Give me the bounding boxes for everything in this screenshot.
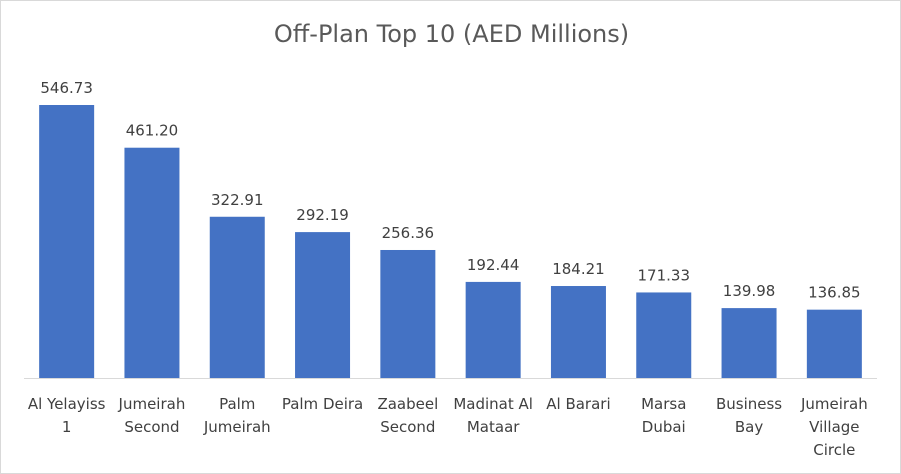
data-label: 171.33 <box>638 266 691 284</box>
category-label-line: Dubai <box>642 418 686 436</box>
category-label-line: Palm <box>219 395 255 413</box>
data-label: 192.44 <box>467 256 520 274</box>
category-label-line: Bay <box>735 418 763 436</box>
category-label-line: Al Yelayiss <box>28 395 106 413</box>
bar <box>39 105 95 378</box>
category-label-line: Marsa <box>641 395 686 413</box>
category-label-line: Zaabeel <box>377 395 438 413</box>
category-label-line: Jumeirah <box>118 395 186 413</box>
category-label-line: Business <box>716 395 782 413</box>
bar <box>550 286 606 378</box>
category-label: Palm Jumeirah <box>203 395 271 436</box>
bar <box>380 249 436 378</box>
data-label: 136.85 <box>808 284 861 302</box>
category-label: Marsa Dubai <box>641 395 686 436</box>
bar <box>636 292 692 378</box>
bar <box>209 216 265 378</box>
category-label-line: 1 <box>62 418 72 436</box>
data-label: 546.73 <box>40 79 93 97</box>
category-label-line: Jumeirah <box>800 395 868 413</box>
data-label: 461.20 <box>126 122 179 140</box>
category-label: Palm Deira <box>282 395 363 413</box>
category-label-line: Mataar <box>467 418 520 436</box>
bar <box>465 281 521 378</box>
data-label: 292.19 <box>296 206 349 224</box>
data-label: 184.21 <box>552 260 605 278</box>
category-label-line: Village <box>809 418 859 436</box>
category-label-line: Al Barari <box>546 395 610 413</box>
data-label: 322.91 <box>211 191 264 209</box>
category-label: Madinat Al Mataar <box>453 395 533 436</box>
bar <box>295 232 351 378</box>
category-label: Al Yelayiss 1 <box>28 395 106 436</box>
category-label-line: Second <box>380 418 435 436</box>
data-label: 256.36 <box>382 224 435 242</box>
category-label: Zaabeel Second <box>377 395 438 436</box>
bar <box>124 147 180 378</box>
category-label-line: Jumeirah <box>203 418 271 436</box>
category-label: Business Bay <box>716 395 782 436</box>
category-label: Jumeirah Second <box>118 395 186 436</box>
category-label-line: Second <box>124 418 179 436</box>
bar <box>721 308 777 378</box>
category-label: Jumeirah Village Circle <box>800 395 868 459</box>
bar <box>806 309 862 378</box>
category-label-line: Circle <box>813 441 855 459</box>
chart-title: Off-Plan Top 10 (AED Millions) <box>273 20 630 48</box>
category-label: Al Barari <box>546 395 610 413</box>
data-label: 139.98 <box>723 282 776 300</box>
category-label-line: Madinat Al <box>453 395 533 413</box>
category-label-line: Palm Deira <box>282 395 363 413</box>
